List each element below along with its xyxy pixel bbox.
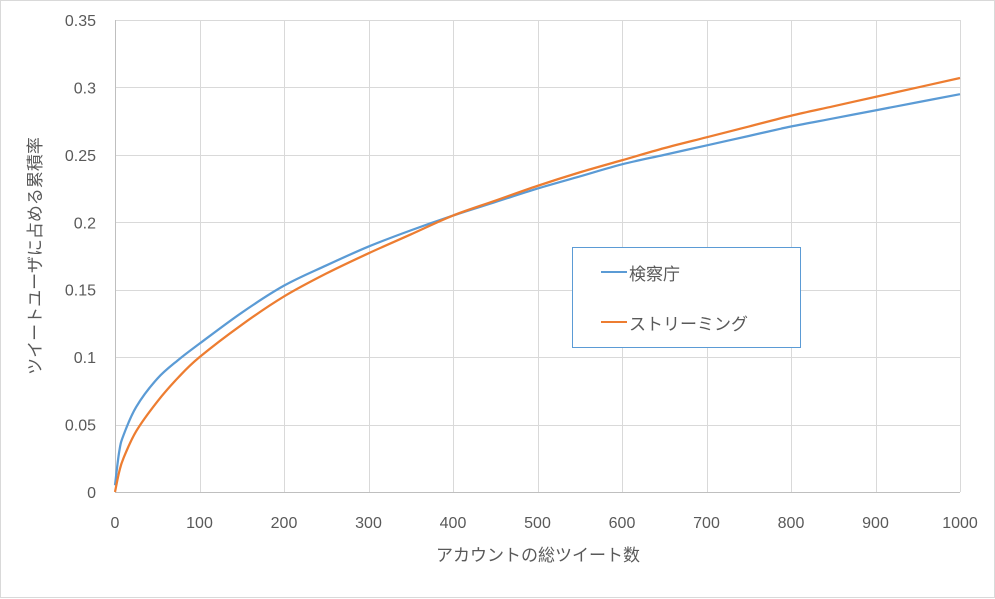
x-tick-label: 200	[271, 515, 298, 532]
x-tick-label: 100	[186, 515, 213, 532]
series-line-1	[113, 76, 961, 493]
y-axis-title: ツイートユーザに占める累積率	[26, 137, 46, 375]
legend-label: ストリーミング	[629, 314, 748, 335]
y-tick-label: 0.3	[74, 80, 96, 97]
x-tick-label: 1000	[942, 515, 978, 532]
legend-label: 検察庁	[629, 264, 680, 285]
y-tick-label: 0.05	[65, 418, 96, 435]
legend-item-streaming: ストリーミング	[601, 310, 748, 335]
y-axis-ticks: 0 0.05 0.1 0.15 0.2 0.25 0.3 0.35	[65, 13, 96, 502]
x-tick-label: 500	[524, 515, 551, 532]
legend-item-kensatsucho: 検察庁	[601, 260, 680, 285]
x-tick-label: 300	[355, 515, 382, 532]
legend-line-icon	[601, 321, 627, 323]
x-tick-label: 600	[609, 515, 636, 532]
data-series	[113, 76, 961, 493]
x-axis-ticks: 0 100 200 300 400 500 600 700 800 900 1000	[111, 515, 978, 532]
y-tick-label: 0.35	[65, 13, 96, 30]
y-tick-label: 0	[87, 485, 96, 502]
x-tick-label: 800	[778, 515, 805, 532]
y-tick-label: 0.25	[65, 148, 96, 165]
gridlines	[115, 20, 961, 493]
y-tick-label: 0.15	[65, 283, 96, 300]
series-line-0	[113, 93, 961, 486]
legend-line-icon	[601, 271, 627, 273]
y-tick-label: 0.2	[74, 215, 96, 232]
x-tick-label: 700	[693, 515, 720, 532]
x-tick-label: 900	[862, 515, 889, 532]
chart-legend: 検察庁 ストリーミング	[572, 247, 801, 348]
x-tick-label: 0	[111, 515, 120, 532]
x-tick-label: 400	[440, 515, 467, 532]
y-tick-label: 0.1	[74, 350, 96, 367]
x-axis-title: アカウントの総ツイート数	[436, 546, 640, 566]
